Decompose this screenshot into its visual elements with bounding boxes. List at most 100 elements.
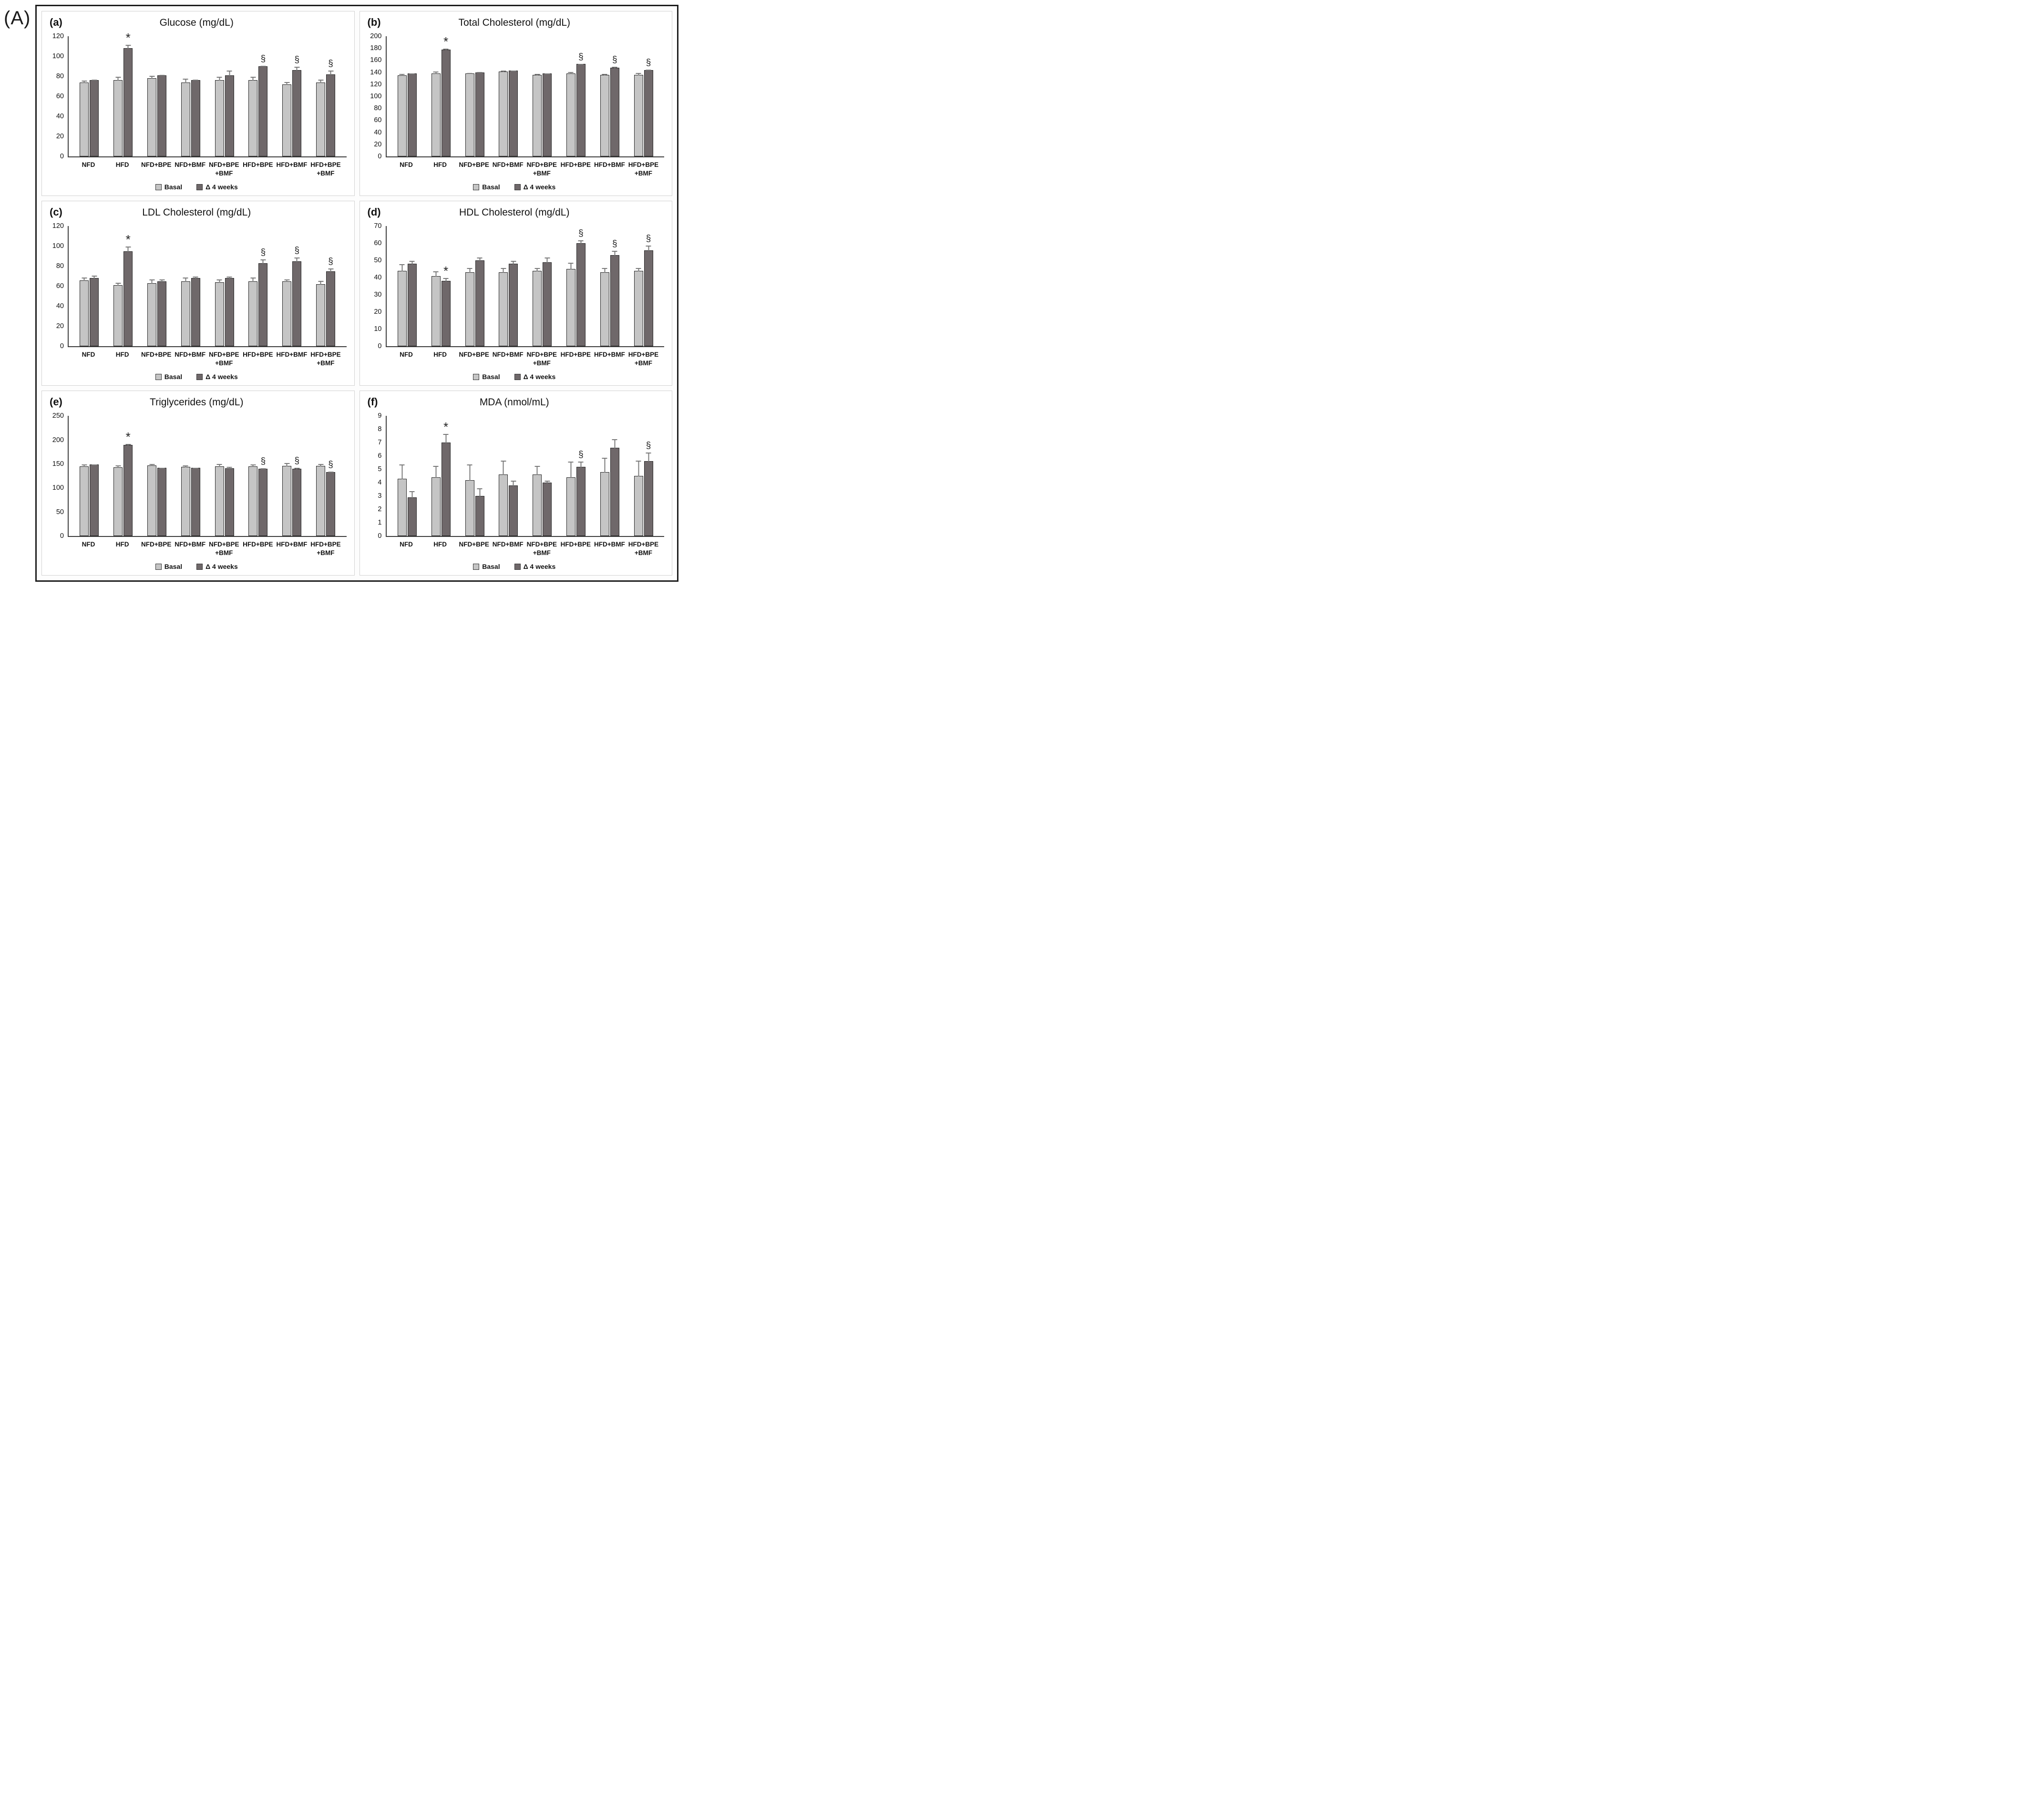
bar-basal (634, 268, 643, 347)
y-tick-label: 9 (378, 412, 382, 420)
error-bar (467, 72, 472, 74)
bar-group (390, 226, 424, 347)
category-label: HFD+BPE (559, 350, 593, 367)
error-bar (318, 80, 324, 83)
legend-item-basal: Basal (155, 563, 182, 570)
category-label-line: NFD+BPE (209, 541, 239, 548)
category-label: HFD (423, 540, 457, 557)
error-bar (216, 464, 222, 467)
error-bar-cap (568, 462, 574, 463)
y-tick-label: 20 (56, 322, 64, 330)
bar-group: * (424, 226, 458, 347)
error-bar-cap (544, 73, 550, 74)
significance-marker: § (578, 52, 584, 62)
category-label-line: HFD+BPE (628, 351, 659, 359)
category-label-line: NFD+BPE (459, 161, 489, 168)
error-bar-stem (83, 81, 85, 83)
chart-legend: Basal Δ 4 weeks (47, 373, 347, 381)
error-bar-cap (612, 67, 617, 68)
error-bar (409, 261, 415, 265)
panel-hdl-cholesterol: (d) HDL Cholesterol (mg/dL) 0 10 20 30 40 50 6… (359, 201, 672, 386)
significance-marker: § (578, 450, 584, 460)
y-tick-label: 100 (370, 93, 382, 100)
y-tick-label: 0 (60, 153, 64, 160)
bar-group: § (241, 226, 275, 347)
bar-group (207, 36, 241, 156)
error-bar-stem (117, 465, 119, 468)
error-bar-cap (409, 261, 415, 262)
figure-label: (A) (4, 8, 31, 29)
category-label-line: NFD+BPE (526, 161, 557, 168)
bar-group (174, 36, 207, 156)
error-bar (443, 278, 449, 282)
y-tick-label: 80 (374, 104, 382, 113)
plot-area-wrap: * § § § NFD HFD NFD+BPE NFD+BMF NFD+BPE +BMF HFD+B… (68, 416, 347, 557)
category-label-line: +BMF (317, 549, 335, 556)
bar-group: * (106, 31, 140, 156)
bar-chart-glucose: 0 20 40 60 80 100 120 * § § § NFD HFD NFD+BPE NFD+BMF N… (47, 31, 347, 177)
plot-area: * § § § (68, 31, 347, 157)
category-label: NFD+BPE +BMF (525, 161, 559, 177)
bar-basal (499, 268, 508, 347)
labels-row: NFD HFD NFD+BPE NFD+BMF NFD+BPE +BMF HFD+BPE HF… (68, 540, 347, 557)
error-bar (433, 465, 439, 478)
category-label-line: +BMF (317, 359, 335, 367)
error-bar-stem (219, 279, 220, 283)
bar-group: § (241, 36, 275, 156)
bar-group: § (627, 226, 660, 347)
error-bar-cap (636, 268, 641, 269)
bar-basal (566, 262, 575, 347)
error-bar-cap (328, 71, 334, 72)
error-bar-cap (612, 439, 617, 440)
category-label-line: HFD (433, 351, 447, 359)
y-tick-label: 0 (378, 532, 382, 540)
category-label: HFD+BMF (275, 540, 308, 557)
error-bar-cap (328, 472, 334, 473)
basal-swatch-icon (155, 563, 162, 570)
error-bar-cap (511, 480, 516, 482)
error-bar (284, 82, 290, 85)
category-label: NFD (390, 161, 423, 177)
significance-marker: § (260, 53, 266, 64)
y-tick-label: 4 (378, 479, 382, 487)
basal-swatch-icon (473, 373, 480, 380)
error-bar (318, 464, 324, 466)
error-bar-stem (252, 77, 254, 81)
category-label: HFD+BPE (241, 350, 275, 367)
error-bar (602, 74, 607, 75)
category-label: HFD+BMF (275, 350, 308, 367)
y-tick-label: 100 (52, 484, 64, 492)
category-label-line: HFD+BPE (243, 541, 273, 548)
category-label: NFD (390, 540, 423, 557)
bar-delta-4-weeks (509, 70, 518, 156)
error-bar-stem (296, 67, 298, 71)
error-bar (193, 277, 198, 279)
error-bar (92, 276, 97, 279)
legend-label: Basal (482, 563, 500, 571)
error-bar-stem (151, 75, 153, 79)
y-axis: 0 10 20 30 40 50 60 70 (365, 222, 386, 350)
significance-marker: * (443, 264, 449, 278)
bar-basal (248, 77, 258, 156)
error-bar-cap (149, 279, 155, 281)
y-tick-label: 7 (378, 439, 382, 447)
bar-group (492, 226, 525, 347)
bar-chart-total-cholesterol: 0 20 40 60 80 100 120 140 160 180 200 * § § § NFD HFD NFD… (365, 32, 664, 177)
category-label: NFD (72, 161, 105, 177)
error-bar-stem (252, 278, 254, 282)
error-bar-stem (320, 464, 321, 466)
category-label: HFD+BPE (241, 540, 275, 557)
error-bar (183, 278, 188, 282)
error-bar-stem (117, 77, 119, 81)
significance-marker: § (260, 456, 266, 467)
y-tick-label: 30 (374, 291, 382, 299)
chart-legend: Basal Δ 4 weeks (47, 183, 347, 191)
error-bar-cap (511, 261, 516, 262)
error-bar-stem (580, 462, 582, 467)
bar-basal (316, 464, 326, 536)
delta-swatch-icon (514, 373, 521, 380)
y-tick-label: 160 (370, 56, 382, 64)
bar-basal (80, 81, 89, 156)
bar-delta-4-weeks: § (576, 450, 585, 536)
significance-marker: § (612, 55, 617, 65)
